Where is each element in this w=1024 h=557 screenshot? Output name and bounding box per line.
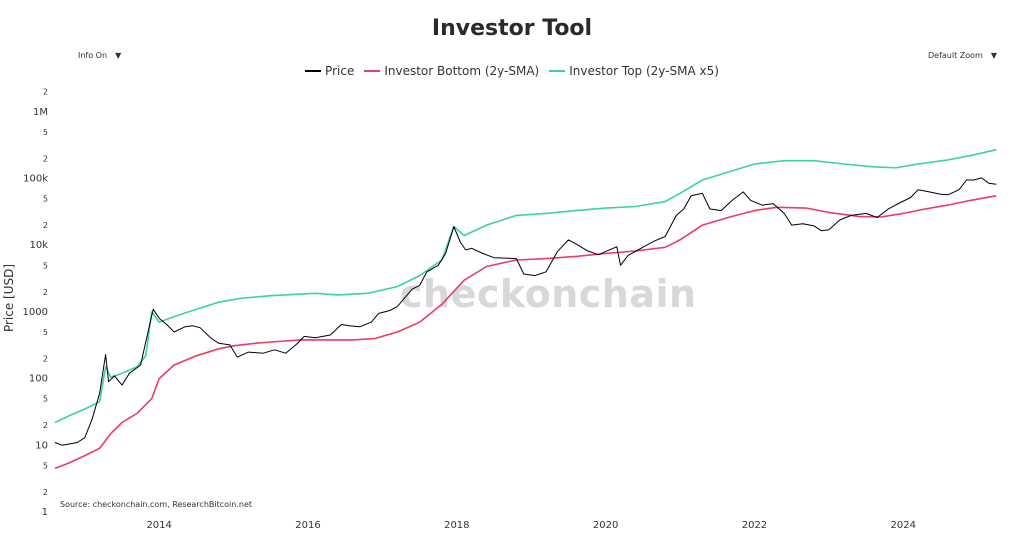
y-tick-label: 10	[35, 440, 48, 451]
y-tick-label: 100	[29, 374, 48, 385]
series-line-price	[54, 177, 997, 446]
legend-swatch	[364, 70, 381, 72]
y-tick-label: 5	[43, 128, 48, 137]
x-tick-label: 2018	[444, 520, 469, 531]
y-tick-label: 5	[43, 328, 48, 337]
watermark-logo: checkonchain	[400, 272, 697, 316]
legend-label: Investor Bottom (2y-SMA)	[384, 64, 540, 78]
legend-label: Price	[325, 64, 355, 78]
chart-title: Investor Tool	[431, 16, 593, 41]
x-tick-label: 2014	[146, 520, 171, 531]
y-tick-label: 2	[43, 154, 48, 163]
y-tick-label: 1M	[33, 107, 48, 118]
chevron-down-icon: ▼	[115, 51, 122, 60]
info-toggle-dropdown[interactable]: Info On ▼	[78, 51, 121, 60]
legend-item-investor-bottom[interactable]: Investor Bottom (2y-SMA)	[364, 64, 539, 78]
y-tick-label: 5	[43, 395, 48, 404]
source-credit: Source: checkonchain.com, ResearchBitcoi…	[60, 500, 252, 509]
y-tick-label: 5	[43, 195, 48, 204]
zoom-dropdown[interactable]: Default Zoom ▼	[928, 51, 997, 60]
y-tick-label: 1	[42, 507, 48, 518]
y-tick-label: 2	[43, 355, 48, 364]
x-tick-label: 2022	[742, 520, 767, 531]
series-line-investor-bottom-2y-sma	[54, 195, 997, 470]
y-tick-label: 5	[43, 461, 48, 470]
zoom-label: Default Zoom	[928, 51, 983, 60]
y-tick-label: 2	[43, 421, 48, 430]
y-tick-label: 100k	[23, 174, 48, 185]
legend-label: Investor Top (2y-SMA x5)	[569, 64, 719, 78]
y-tick-label: 2	[43, 221, 48, 230]
y-tick-label: 5	[43, 261, 48, 270]
y-tick-label: 2	[43, 288, 48, 297]
y-tick-label: 1000	[23, 307, 48, 318]
legend-swatch	[305, 70, 322, 72]
legend-swatch	[549, 70, 566, 72]
legend-item-investor-top[interactable]: Investor Top (2y-SMA x5)	[549, 64, 719, 78]
chart-legend: Price Investor Bottom (2y-SMA) Investor …	[0, 64, 1024, 78]
y-tick-label: 2	[43, 88, 48, 97]
y-tick-label: 10k	[29, 240, 48, 251]
chevron-down-icon: ▼	[990, 51, 997, 60]
legend-item-price[interactable]: Price	[305, 64, 354, 78]
info-toggle-label: Info On	[78, 51, 108, 60]
series-line-investor-top-2y-sma-x5	[54, 148, 997, 424]
x-tick-label: 2016	[295, 520, 320, 531]
x-tick-label: 2020	[593, 520, 618, 531]
y-tick-label: 2	[43, 488, 48, 497]
x-tick-label: 2024	[891, 520, 916, 531]
